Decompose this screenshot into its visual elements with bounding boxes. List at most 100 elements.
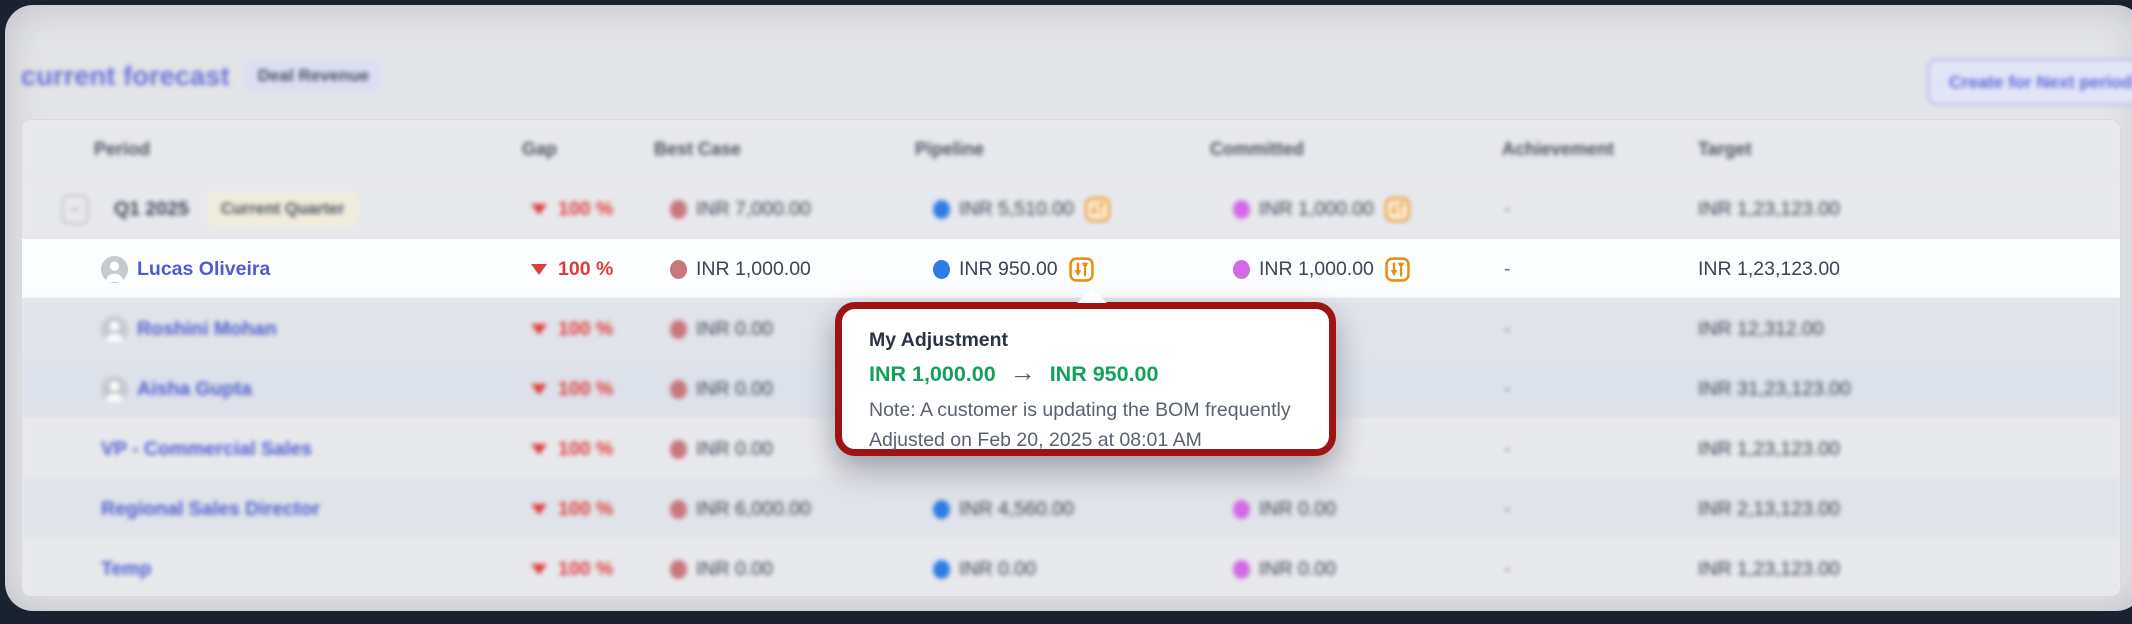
gap-down-triangle-icon <box>531 263 547 275</box>
achievement-value: - <box>1504 437 1511 460</box>
committed-value-dot-icon <box>1233 559 1250 579</box>
tooltip-title: My Adjustment <box>869 329 1009 351</box>
table-header-row: Period Gap Best Case Pipeline Committed … <box>22 120 2120 179</box>
best-case-value: INR 1,000.00 <box>670 239 811 299</box>
period-label: Q1 2025 <box>114 197 189 220</box>
pipeline-value: INR 950.00 <box>933 239 1094 299</box>
pipeline-value-dot-icon <box>933 259 950 279</box>
best-case-value: INR 0.00 <box>670 359 773 419</box>
tooltip-adjusted-on: Adjusted on Feb 20, 2025 at 08:01 AM <box>869 429 1202 451</box>
pipeline-value-dot-icon <box>933 559 950 579</box>
period-link[interactable]: Roshini Mohan <box>137 317 277 340</box>
period-link[interactable]: Temp <box>101 557 152 580</box>
achievement-value: - <box>1504 497 1511 520</box>
column-header-gap: Gap <box>522 138 558 159</box>
pipeline-value: INR 5,510.00 <box>933 179 1110 239</box>
pipeline-value-dot-icon <box>933 499 950 519</box>
target-value: INR 2,13,123.00 <box>1698 497 1841 520</box>
best-case-value-dot-icon <box>670 319 687 339</box>
gap-value: 100 % <box>531 539 613 596</box>
best-case-value-dot-icon <box>670 439 687 459</box>
pipeline-value: INR 4,560.00 <box>933 479 1074 539</box>
period-link[interactable]: Aisha Gupta <box>137 377 252 400</box>
best-case-value-dot-icon <box>670 379 687 399</box>
adjustment-icon[interactable] <box>1385 196 1410 222</box>
pipeline-value-dot-icon <box>933 199 950 219</box>
committed-value: INR 1,000.00 <box>1233 179 1410 239</box>
period-link[interactable]: Lucas Oliveira <box>137 257 271 280</box>
best-case-value: INR 7,000.00 <box>670 179 811 239</box>
table-row: Lucas Oliveira 100 % INR 1,000.00 INR 950.0… <box>22 239 2120 299</box>
table-row: Regional Sales Director 100 % INR 6,000.00… <box>22 479 2120 539</box>
committed-value: INR 0.00 <box>1233 539 1336 596</box>
best-case-value: INR 6,000.00 <box>670 479 811 539</box>
table-row: Temp 100 % INR 0.00 INR 0.00 INR 0.00 - INR 1,… <box>22 539 2120 596</box>
collapse-toggle-icon[interactable]: − <box>62 194 88 224</box>
gap-value: 100 % <box>531 359 613 419</box>
gap-value: 100 % <box>531 299 613 359</box>
create-next-period-button[interactable]: Create for Next period <box>1928 59 2132 105</box>
gap-down-triangle-icon <box>531 503 547 515</box>
achievement-value: - <box>1504 197 1511 220</box>
tooltip-note: Note: A customer is updating the BOM fre… <box>869 399 1291 421</box>
best-case-value: INR 0.00 <box>670 539 773 596</box>
period-link[interactable]: Regional Sales Director <box>101 497 320 520</box>
arrow-right-icon: → <box>1009 357 1036 387</box>
best-case-value-dot-icon <box>670 199 687 219</box>
current-quarter-badge: Current Quarter <box>207 192 358 226</box>
target-value: INR 1,23,123.00 <box>1698 437 1841 460</box>
gap-down-triangle-icon <box>531 443 547 455</box>
committed-value-dot-icon <box>1233 259 1250 279</box>
user-avatar <box>101 255 128 283</box>
column-header-pipeline: Pipeline <box>915 138 985 159</box>
tooltip-new-value: INR 950.00 <box>1049 361 1159 386</box>
table-row: − Q1 2025 Current Quarter 100 % INR 7,000.00… <box>22 179 2120 239</box>
period-link[interactable]: VP - Commercial Sales <box>101 437 312 460</box>
pipeline-value: INR 0.00 <box>933 539 1036 596</box>
achievement-value: - <box>1504 557 1511 580</box>
user-avatar <box>101 375 128 403</box>
best-case-value-dot-icon <box>670 559 687 579</box>
best-case-value: INR 0.00 <box>670 299 773 359</box>
best-case-value: INR 0.00 <box>670 419 773 479</box>
page-title: current forecast <box>21 60 230 91</box>
column-header-target: Target <box>1698 138 1752 159</box>
adjustment-icon[interactable] <box>1385 256 1410 282</box>
tooltip-old-value: INR 1,000.00 <box>869 361 996 386</box>
forecast-type-badge: Deal Revenue <box>243 59 384 93</box>
adjustment-icon[interactable] <box>1068 256 1094 282</box>
gap-down-triangle-icon <box>531 203 547 215</box>
forecast-header: current forecast Deal Revenue <box>21 53 384 99</box>
target-value: INR 1,23,123.00 <box>1698 197 1841 220</box>
target-value: INR 31,23,123.00 <box>1698 377 1851 400</box>
achievement-value: - <box>1504 377 1511 400</box>
tooltip-caret <box>1077 288 1107 303</box>
gap-down-triangle-icon <box>531 323 547 335</box>
adjustment-tooltip: My Adjustment INR 1,000.00 → INR 950.00 … <box>835 302 1336 456</box>
gap-value: 100 % <box>531 419 613 479</box>
column-header-best-case: Best Case <box>654 138 742 159</box>
column-header-achievement: Achievement <box>1502 138 1615 159</box>
gap-value: 100 % <box>531 179 613 239</box>
gap-down-triangle-icon <box>531 563 547 575</box>
column-header-committed: Committed <box>1210 138 1304 159</box>
achievement-value: - <box>1504 317 1511 340</box>
committed-value: INR 0.00 <box>1233 479 1336 539</box>
best-case-value-dot-icon <box>670 259 687 279</box>
gap-value: 100 % <box>531 239 613 299</box>
best-case-value-dot-icon <box>670 499 687 519</box>
forecast-panel: current forecast Deal Revenue Create for… <box>5 5 2132 611</box>
target-value: INR 1,23,123.00 <box>1698 557 1841 580</box>
column-header-period: Period <box>94 138 151 159</box>
gap-value: 100 % <box>531 479 613 539</box>
achievement-value: - <box>1504 257 1511 280</box>
gap-down-triangle-icon <box>531 383 547 395</box>
committed-value-dot-icon <box>1233 499 1250 519</box>
committed-value-dot-icon <box>1233 199 1250 219</box>
tooltip-values: INR 1,000.00 → INR 950.00 <box>869 357 1329 387</box>
target-value: INR 1,23,123.00 <box>1698 257 1841 280</box>
user-avatar <box>101 315 128 343</box>
committed-value: INR 1,000.00 <box>1233 239 1410 299</box>
adjustment-icon[interactable] <box>1085 196 1110 222</box>
target-value: INR 12,312.00 <box>1698 317 1824 340</box>
